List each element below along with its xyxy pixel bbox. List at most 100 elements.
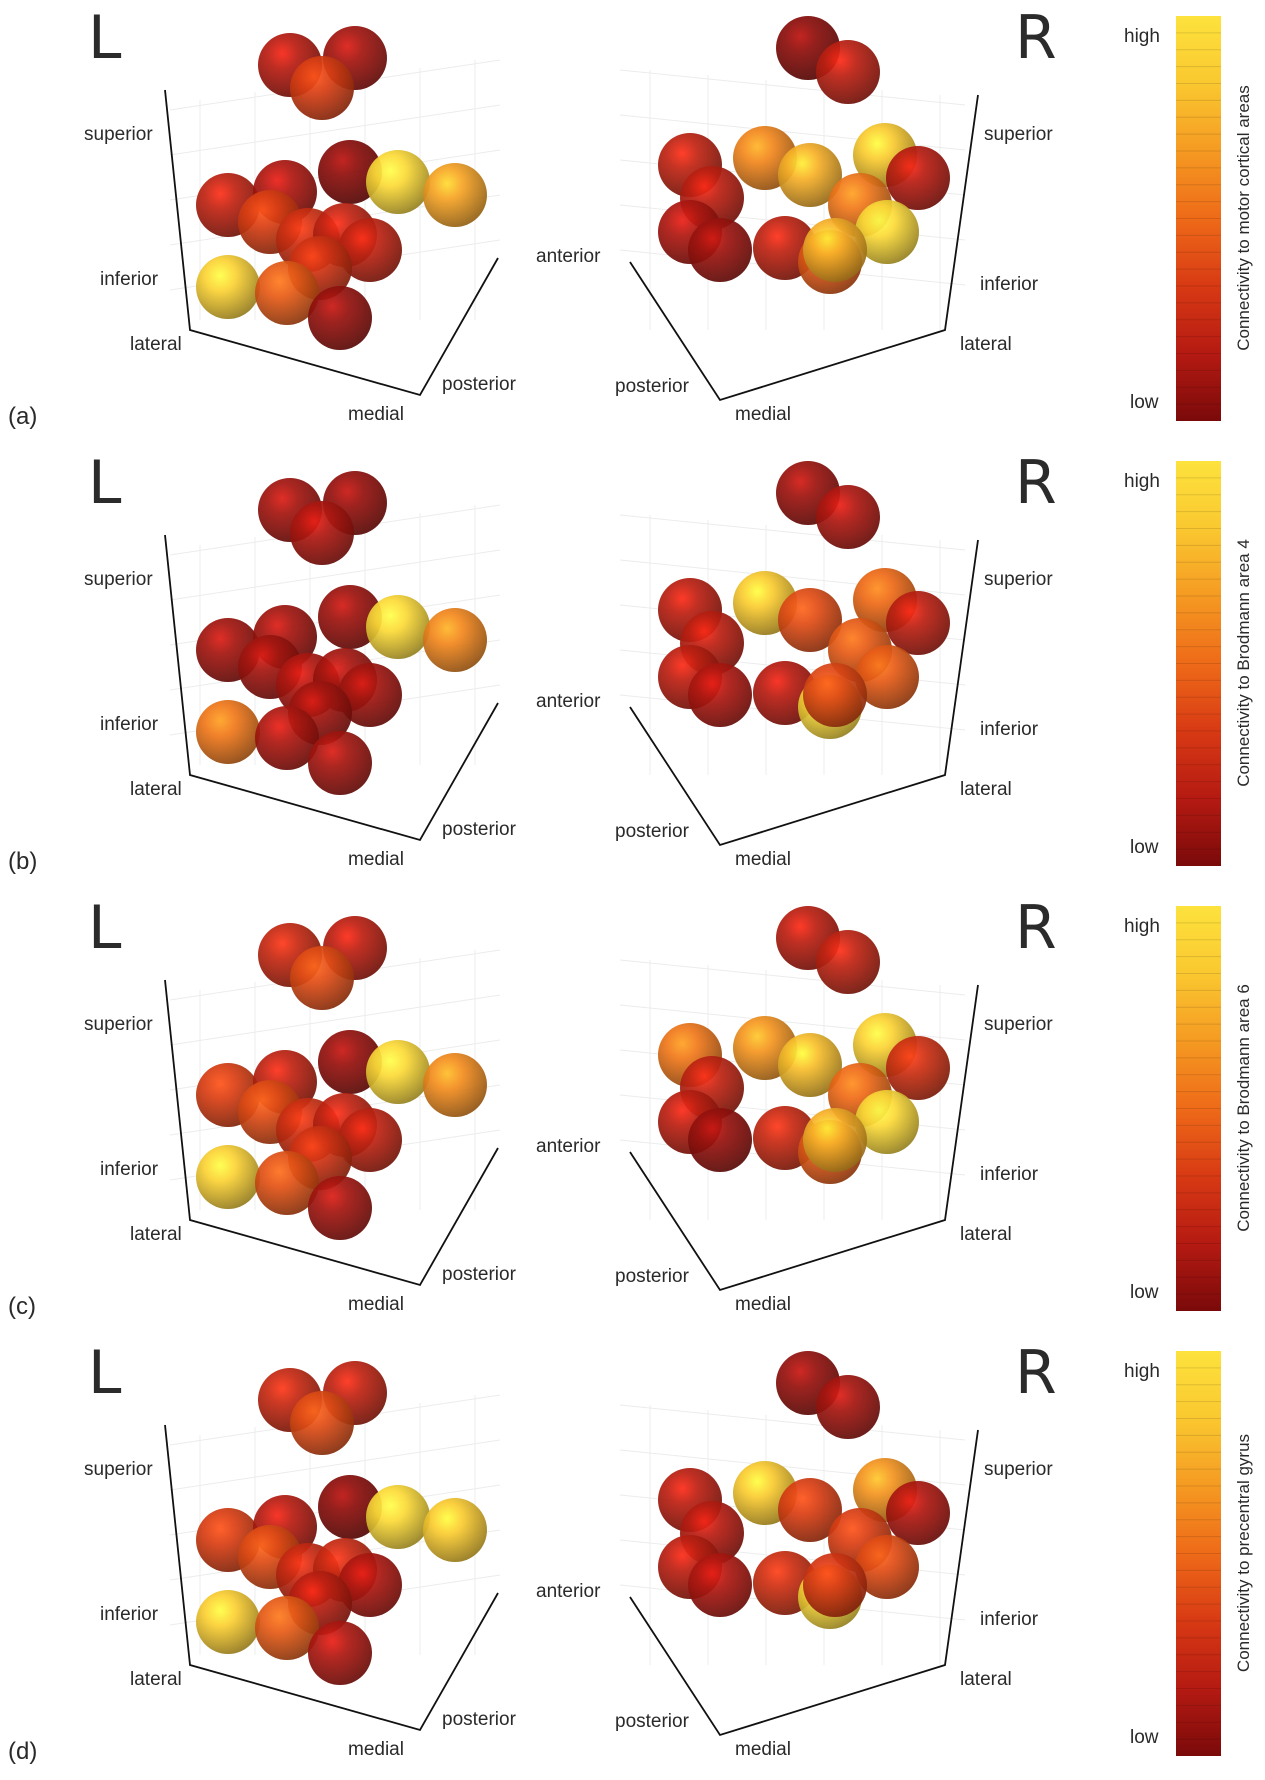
right-hemisphere-nodes [658,906,950,1184]
left-node-8 [423,163,487,227]
colorbar-low-label: low [1130,392,1159,413]
left-node-8 [423,1498,487,1562]
label-superior-right: superior [984,1459,1053,1480]
left-node-14 [196,700,260,764]
panel-d-svg: superior inferior lateral medial posterior an… [8,1338,1253,1765]
label-lateral-left: lateral [130,779,182,800]
colorbar-high-label: high [1124,1361,1160,1382]
left-node-14 [196,1590,260,1654]
left-hemisphere-nodes [196,916,487,1240]
left-node-15 [255,1151,319,1215]
right-node-10 [855,1090,919,1154]
left-node-12 [338,218,402,282]
right-node-2 [816,485,880,549]
left-node-8 [423,1053,487,1117]
hemisphere-L: L [88,3,122,73]
left-node-7 [366,595,430,659]
right-node-5 [778,143,842,207]
right-node-5 [778,1478,842,1542]
hemisphere-L: L [88,448,122,518]
right-node-15 [803,1108,867,1172]
panel-b-svg: superior inferior lateral medial posterior an… [8,448,1253,875]
right-node-7 [886,1481,950,1545]
label-anterior: anterior [536,1136,601,1157]
right-node-7 [886,1036,950,1100]
colorbar-low-label: low [1130,1727,1159,1748]
colorbar-high-label: high [1124,26,1160,47]
panel-a-svg: superior inferior lateral medial posterior an… [8,3,1253,430]
left-node-12 [338,663,402,727]
label-inferior-right: inferior [980,719,1039,740]
label-medial-right: medial [735,849,791,870]
left-node-12 [338,1553,402,1617]
right-node-2 [816,930,880,994]
label-superior-left: superior [84,569,153,590]
label-lateral-right: lateral [960,1669,1012,1690]
label-inferior-left: inferior [100,269,159,290]
label-anterior: anterior [536,1581,601,1602]
panel-a: superior inferior lateral medial posterior an… [0,0,1265,440]
right-node-2 [816,40,880,104]
left-node-15 [255,706,319,770]
label-medial-left: medial [348,1294,404,1315]
label-inferior-right: inferior [980,1164,1039,1185]
colorbar-title-d: Connectivity to precentral gyrus [1234,1434,1253,1672]
label-posterior-left: posterior [442,1264,517,1285]
hemisphere-R: R [1015,3,1057,73]
label-lateral-left: lateral [130,334,182,355]
panel-d: superior inferior lateral medial posterior an… [0,1335,1265,1775]
label-superior-left: superior [84,124,153,145]
right-node-15 [803,663,867,727]
left-node-7 [366,1485,430,1549]
left-node-14 [196,1145,260,1209]
label-superior-right: superior [984,1014,1053,1035]
label-lateral-left: lateral [130,1224,182,1245]
colorbar-steps [1176,477,1221,850]
left-node-15 [255,261,319,325]
label-anterior: anterior [536,246,601,267]
right-node-15 [803,218,867,282]
panel-b: superior inferior lateral medial posterior an… [0,445,1265,885]
label-superior-right: superior [984,569,1053,590]
left-hemisphere-nodes [196,1361,487,1685]
left-hemisphere-nodes [196,471,487,795]
left-node-16 [308,1176,372,1240]
left-node-12 [338,1108,402,1172]
label-superior-left: superior [84,1459,153,1480]
hemisphere-R: R [1015,1338,1057,1408]
hemisphere-R: R [1015,893,1057,963]
label-posterior-right: posterior [615,1711,690,1732]
label-inferior-left: inferior [100,714,159,735]
label-lateral-right: lateral [960,334,1012,355]
colorbar-high-label: high [1124,471,1160,492]
hemisphere-L: L [88,1338,122,1408]
left-node-3 [290,501,354,565]
label-posterior-right: posterior [615,821,690,842]
label-superior-right: superior [984,124,1053,145]
left-node-3 [290,946,354,1010]
label-medial-right: medial [735,404,791,425]
label-inferior-right: inferior [980,274,1039,295]
colorbar [1176,16,1221,421]
label-anterior: anterior [536,691,601,712]
panel-label-c: (c) [8,1293,36,1320]
right-node-2 [816,1375,880,1439]
axis-frame [164,979,979,1292]
colorbar-steps [1176,922,1221,1295]
label-medial-left: medial [348,404,404,425]
label-lateral-right: lateral [960,779,1012,800]
colorbar [1176,906,1221,1311]
left-node-6 [318,1030,382,1094]
colorbar-steps [1176,1367,1221,1740]
left-node-6 [318,585,382,649]
right-hemisphere-nodes [658,16,950,294]
right-hemisphere-nodes [658,1351,950,1629]
right-node-10 [855,200,919,264]
label-inferior-left: inferior [100,1159,159,1180]
panel-label-b: (b) [8,848,37,875]
colorbar-low-label: low [1130,837,1159,858]
left-node-16 [308,286,372,350]
label-posterior-right: posterior [615,1266,690,1287]
label-posterior-left: posterior [442,1709,517,1730]
right-node-5 [778,588,842,652]
